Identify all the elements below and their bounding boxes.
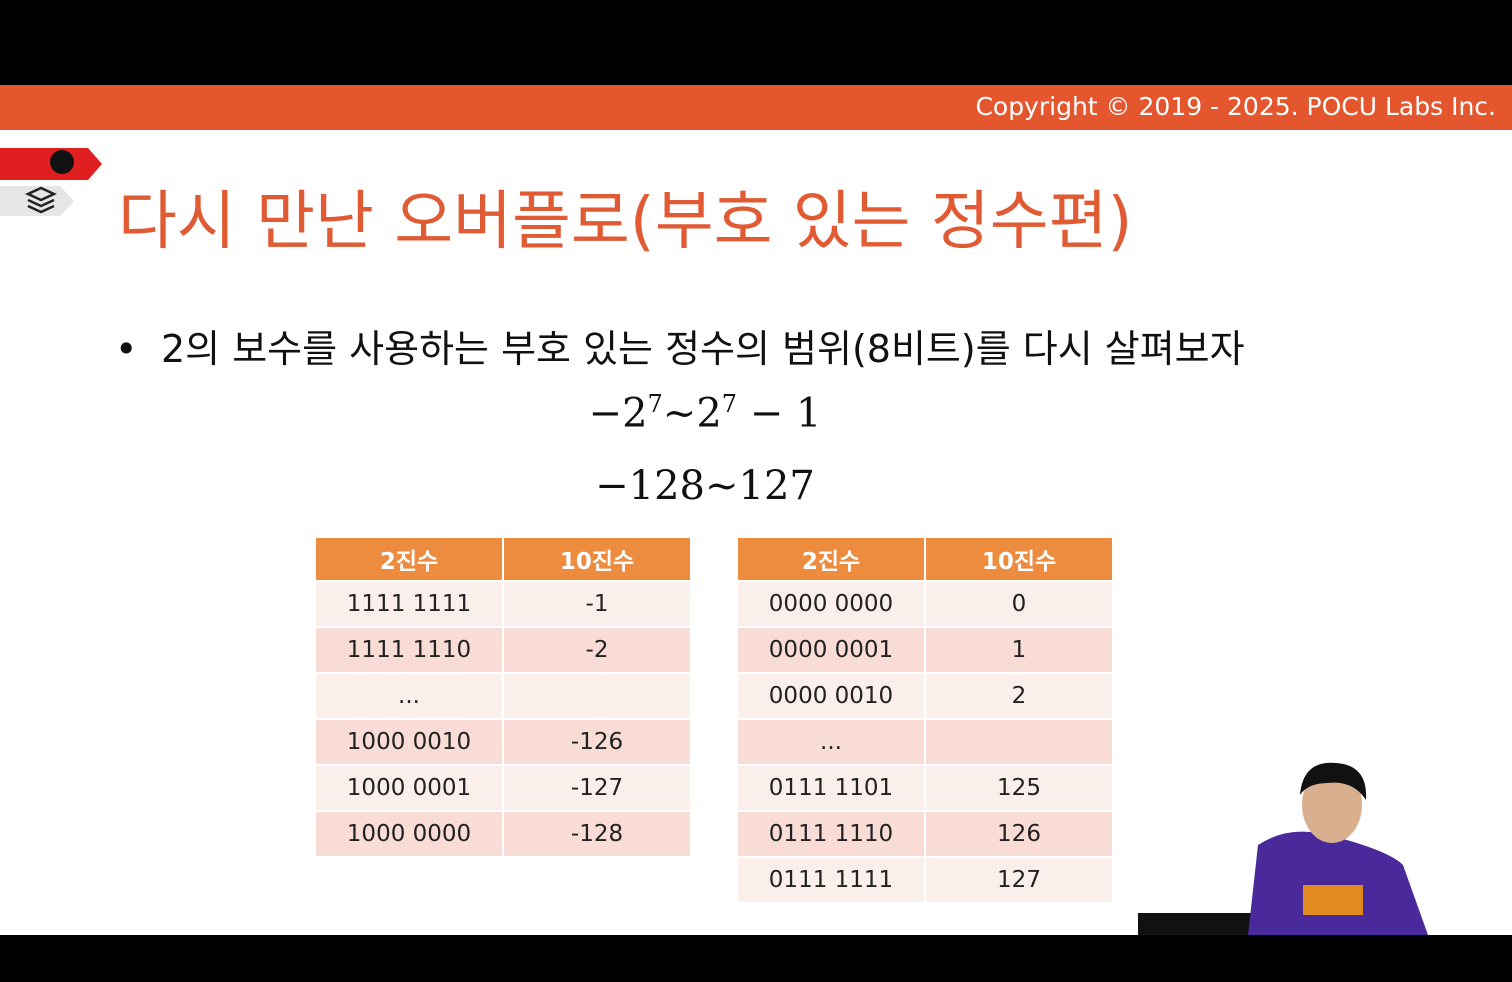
table-cell: 1 xyxy=(926,628,1112,672)
table-cell: -126 xyxy=(504,720,690,764)
table-row: ... xyxy=(316,674,690,718)
table-cell: 125 xyxy=(926,766,1112,810)
table-cell: ... xyxy=(738,720,924,764)
table-cell: 2 xyxy=(926,674,1112,718)
table-cell: 126 xyxy=(926,812,1112,856)
header-row: 2진수 10진수 xyxy=(738,538,1112,580)
table-cell: 1000 0001 xyxy=(316,766,502,810)
table-cell: -1 xyxy=(504,582,690,626)
table-row: 0111 1110 126 xyxy=(738,812,1112,856)
formula: −128~127 xyxy=(0,463,1410,509)
table-cell: 0111 1110 xyxy=(738,812,924,856)
table-row: 0000 0001 1 xyxy=(738,628,1112,672)
data-table: 2진수 10진수 0000 0000 0 0000 0001 1 0000 0010 2...… xyxy=(736,536,1114,904)
header-cell: 10진수 xyxy=(504,538,690,580)
table-cell: 0111 1101 xyxy=(738,766,924,810)
header-cell: 2진수 xyxy=(316,538,502,580)
presenter xyxy=(1138,762,1428,935)
table-cell: 1000 0000 xyxy=(316,812,502,856)
table-row: 0111 1111 127 xyxy=(738,858,1112,902)
table-row: ... xyxy=(738,720,1112,764)
header-cell: 2진수 xyxy=(738,538,924,580)
table-cell: 0000 0010 xyxy=(738,674,924,718)
table-cell: 0000 0001 xyxy=(738,628,924,672)
bullet-text: 2의 보수를 사용하는 부호 있는 정수의 범위(8비트)를 다시 살펴보자 xyxy=(115,318,1245,373)
header-cell: 10진수 xyxy=(926,538,1112,580)
table-row: 0000 0010 2 xyxy=(738,674,1112,718)
slide: 다시 만난 오버플로(부호 있는 정수편) 2의 보수를 사용하는 부호 있는 … xyxy=(0,130,1512,935)
copyright: Copyright © 2019 - 2025. POCU Labs Inc. xyxy=(975,92,1496,121)
formula-part: −2 xyxy=(588,390,648,437)
slide-icons xyxy=(0,148,102,216)
formula-part: 7 xyxy=(647,390,663,418)
table-cell: 127 xyxy=(926,858,1112,902)
table-row: 1000 0001 -127 xyxy=(316,766,690,810)
table-cell xyxy=(504,674,690,718)
formula-part: −128~127 xyxy=(595,463,815,509)
table-cell: -2 xyxy=(504,628,690,672)
table-row: 1000 0000 -128 xyxy=(316,812,690,856)
formula-part: ~2 xyxy=(662,390,722,437)
formula: −27~27 − 1 xyxy=(0,390,1410,436)
header-row: 2진수 10진수 xyxy=(316,538,690,580)
table-cell: 1111 1111 xyxy=(316,582,502,626)
table-cell: -127 xyxy=(504,766,690,810)
table-cell: 1111 1110 xyxy=(316,628,502,672)
table-row: 1111 1111 -1 xyxy=(316,582,690,626)
table-row: 0000 0000 0 xyxy=(738,582,1112,626)
table-cell: 1000 0010 xyxy=(316,720,502,764)
table-cell: ... xyxy=(316,674,502,718)
table-cell xyxy=(926,720,1112,764)
table-cell: -128 xyxy=(504,812,690,856)
data-table: 2진수 10진수 1111 1111 -1 1111 1110 -2... 1000 001… xyxy=(314,536,692,858)
table-row: 0111 1101 125 xyxy=(738,766,1112,810)
header-band xyxy=(0,85,1512,130)
slide-title: 다시 만난 오버플로(부호 있는 정수편) xyxy=(118,185,1133,259)
formula-part: − 1 xyxy=(737,390,822,437)
table-cell: 0111 1111 xyxy=(738,858,924,902)
table-row: 1000 0010 -126 xyxy=(316,720,690,764)
table-row: 1111 1110 -2 xyxy=(316,628,690,672)
table-cell: 0 xyxy=(926,582,1112,626)
formula-part: 7 xyxy=(721,390,738,418)
table-cell: 0000 0000 xyxy=(738,582,924,626)
